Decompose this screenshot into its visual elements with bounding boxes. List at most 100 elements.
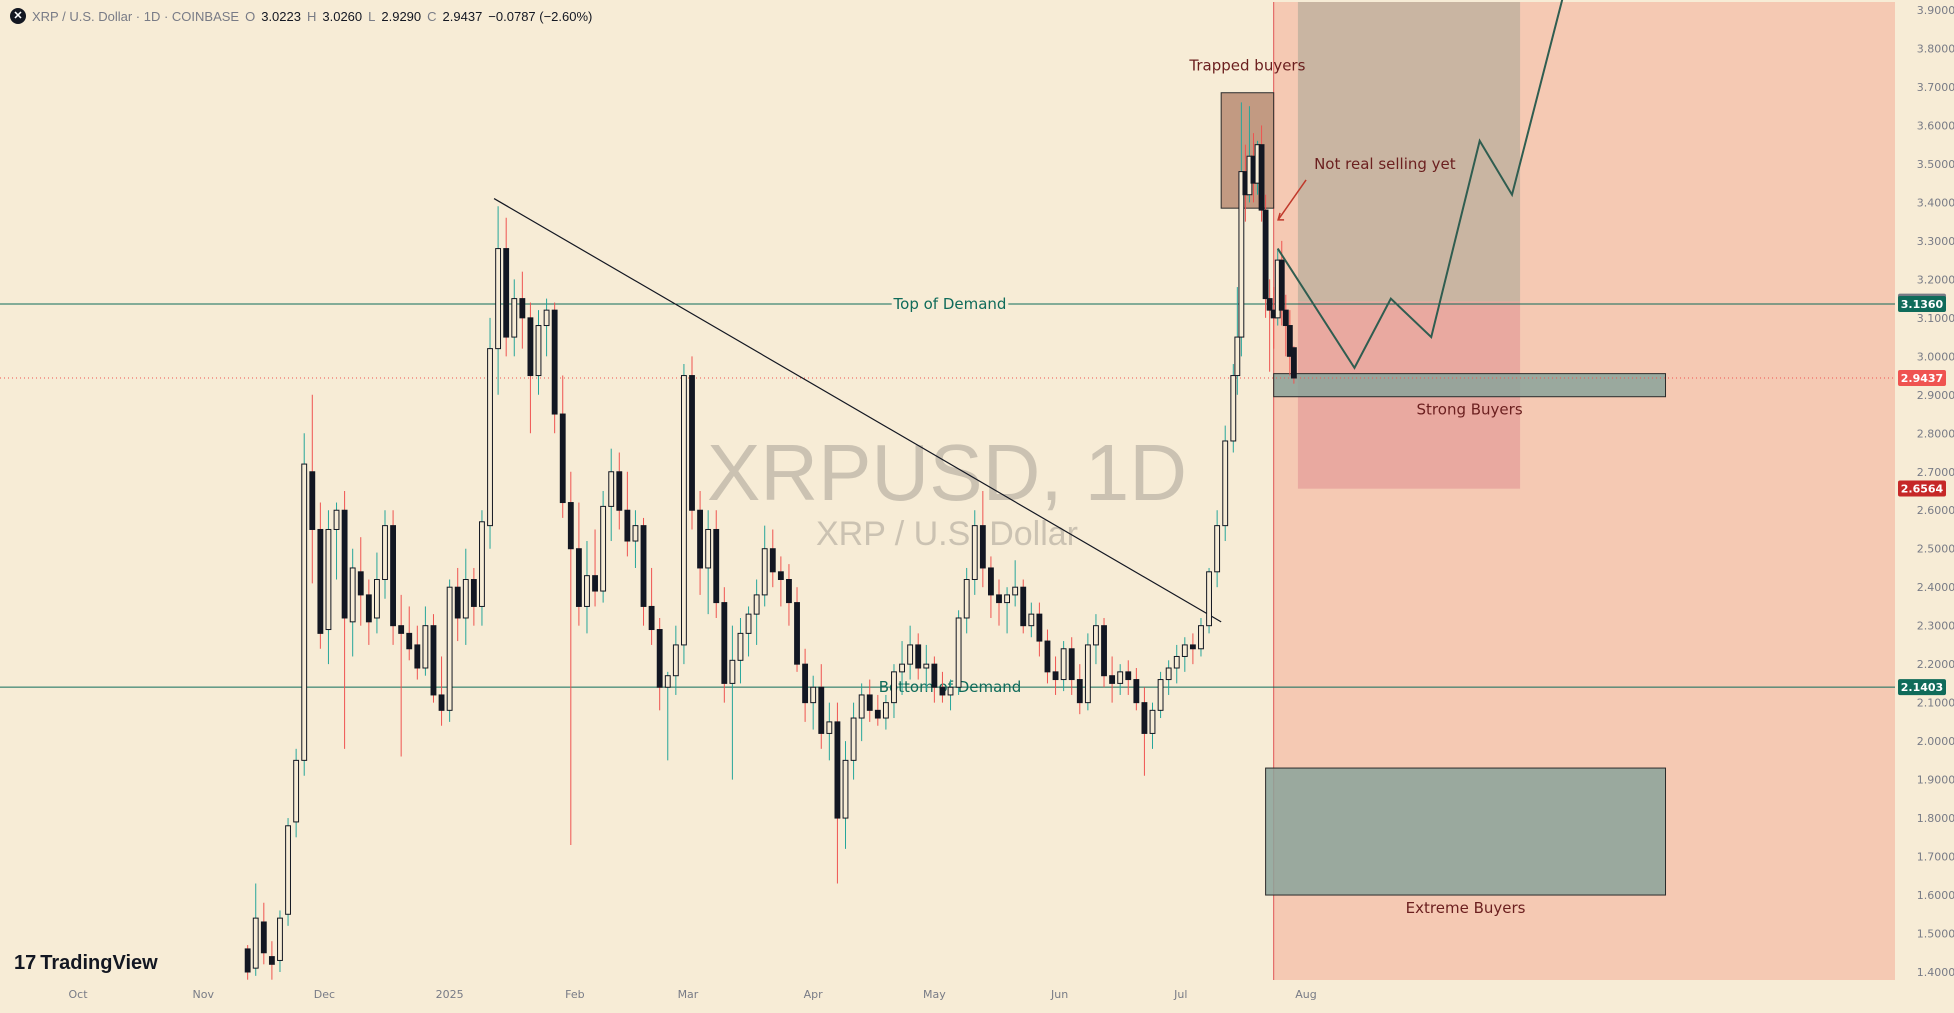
candle-body <box>648 605 655 631</box>
candle <box>842 741 849 849</box>
candle <box>1157 671 1164 719</box>
candle-body <box>850 717 857 761</box>
candle-body <box>592 575 598 592</box>
candle <box>737 617 744 684</box>
candle <box>616 452 623 530</box>
candle-body <box>268 956 275 965</box>
candle <box>1286 310 1293 376</box>
candle <box>608 448 615 542</box>
candle-body <box>535 325 542 377</box>
candle <box>1012 560 1019 607</box>
xrp-logo-icon: ✕ <box>10 8 26 24</box>
candle <box>1258 125 1265 222</box>
candle-body <box>1282 309 1289 327</box>
candle <box>1214 510 1221 588</box>
candle <box>1290 346 1297 384</box>
candle <box>341 491 348 749</box>
candle-body <box>1060 648 1067 681</box>
candle-body <box>422 625 429 669</box>
open-label: O <box>245 8 256 24</box>
candle-body <box>373 579 380 619</box>
y-tick-label: 2.2000 <box>1917 658 1954 671</box>
candle <box>1141 687 1148 776</box>
candle <box>1076 664 1083 715</box>
price-tag-bg <box>1898 369 1946 386</box>
candle <box>260 902 267 965</box>
symbol-line[interactable]: XRP / U.S. Dollar · 1D · COINBASE <box>32 8 240 24</box>
y-tick-label: 2.0000 <box>1917 735 1954 748</box>
x-tick-label: Jul <box>1173 988 1187 1001</box>
candle <box>365 579 372 645</box>
candle-body <box>495 248 502 350</box>
candle-body <box>794 602 800 665</box>
candle <box>866 679 873 722</box>
candle <box>438 656 445 726</box>
candle-body <box>818 686 825 734</box>
candle-body <box>398 625 405 634</box>
candle-body <box>891 671 897 704</box>
candle <box>551 302 558 434</box>
candle-body <box>608 471 615 507</box>
candle-body <box>1206 571 1212 627</box>
candle-body <box>252 917 259 969</box>
zone-label-2: Extreme Buyers <box>1406 899 1526 917</box>
candle-body <box>1117 671 1124 684</box>
y-tick-label: 1.7000 <box>1917 851 1954 864</box>
candle <box>479 510 485 626</box>
candle <box>1262 194 1269 318</box>
candle-body <box>882 702 889 719</box>
y-tick-label: 2.1000 <box>1917 697 1954 710</box>
change-value: −0.0787 (−2.60%) <box>488 8 593 24</box>
low-value: 2.9290 <box>381 8 422 24</box>
candle-body <box>907 644 914 665</box>
annotation-arrow <box>1277 179 1307 221</box>
candle <box>818 664 825 749</box>
candle-body <box>1101 625 1107 677</box>
candle-body <box>1004 594 1011 604</box>
candle-body <box>923 663 930 669</box>
candle <box>414 625 421 680</box>
candle-body <box>575 548 582 607</box>
candle <box>503 217 510 357</box>
candle <box>745 606 752 657</box>
candle-body <box>1286 325 1293 357</box>
candle <box>277 910 283 972</box>
candle-body <box>382 525 388 581</box>
candle <box>1036 602 1043 657</box>
x-tick-label: Oct <box>68 988 88 1001</box>
candle <box>398 594 405 757</box>
candle <box>1222 425 1229 542</box>
candle-body <box>1076 679 1083 704</box>
candle-body <box>1266 298 1273 311</box>
candle-body <box>802 663 809 704</box>
candle <box>511 279 518 357</box>
zone-box-1 <box>1273 373 1667 398</box>
zone-label-1: Strong Buyers <box>1417 401 1523 419</box>
candle <box>293 748 300 838</box>
candle <box>1109 656 1116 703</box>
candle <box>882 694 889 730</box>
candle-body <box>406 632 413 650</box>
candle <box>971 510 978 595</box>
candle <box>317 502 324 649</box>
candle <box>729 625 736 780</box>
y-tick-label: 3.1000 <box>1917 312 1954 325</box>
candle-body <box>947 686 954 696</box>
candle <box>713 510 720 618</box>
tradingview-branding[interactable]: 17 TradingView <box>14 952 158 975</box>
candle-body <box>705 528 712 569</box>
candle <box>543 298 550 357</box>
candle <box>1198 617 1204 657</box>
candle <box>519 271 526 349</box>
candle <box>535 310 542 395</box>
candle-body <box>1052 671 1059 681</box>
candle <box>382 510 388 599</box>
x-axis: Oct Nov Dec 2025 Feb Mar Apr May Jun Jul Aug <box>68 988 1316 1001</box>
candle-body <box>244 948 251 973</box>
candle <box>527 302 534 434</box>
candle-body <box>479 521 485 607</box>
close-label: C <box>427 8 437 24</box>
candle <box>1165 660 1172 695</box>
